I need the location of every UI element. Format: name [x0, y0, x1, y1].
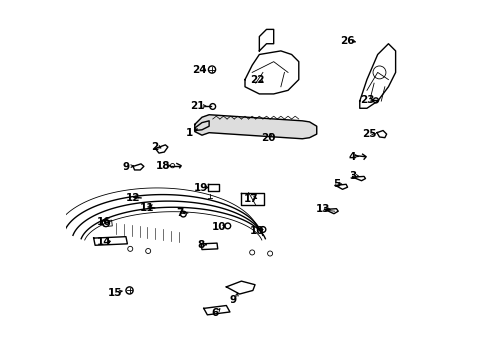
- Text: 7: 7: [176, 208, 183, 218]
- Text: 11: 11: [140, 203, 155, 213]
- Text: 16: 16: [97, 217, 112, 227]
- Text: 4: 4: [349, 152, 356, 162]
- Text: 22: 22: [250, 75, 265, 85]
- Text: 9: 9: [230, 295, 237, 305]
- Text: 6: 6: [211, 309, 218, 318]
- Text: 13: 13: [316, 204, 330, 215]
- Text: 20: 20: [261, 133, 275, 143]
- Text: 18: 18: [156, 161, 171, 171]
- Text: 21: 21: [191, 102, 205, 112]
- Text: 24: 24: [192, 64, 206, 75]
- Polygon shape: [195, 115, 317, 139]
- Text: 9: 9: [122, 162, 129, 172]
- Text: 23: 23: [360, 95, 375, 105]
- Text: 14: 14: [97, 237, 112, 247]
- Text: 15: 15: [108, 288, 122, 298]
- Text: 19: 19: [194, 183, 208, 193]
- Text: 3: 3: [349, 171, 356, 181]
- Text: 26: 26: [340, 36, 354, 46]
- Text: 17: 17: [244, 194, 259, 204]
- Text: 10: 10: [250, 226, 265, 236]
- Text: 8: 8: [197, 240, 205, 250]
- Text: 10: 10: [212, 222, 226, 232]
- Text: 12: 12: [126, 193, 140, 203]
- Text: 25: 25: [363, 129, 377, 139]
- Text: 1: 1: [186, 129, 193, 138]
- Text: 5: 5: [333, 179, 340, 189]
- Text: 2: 2: [151, 142, 158, 152]
